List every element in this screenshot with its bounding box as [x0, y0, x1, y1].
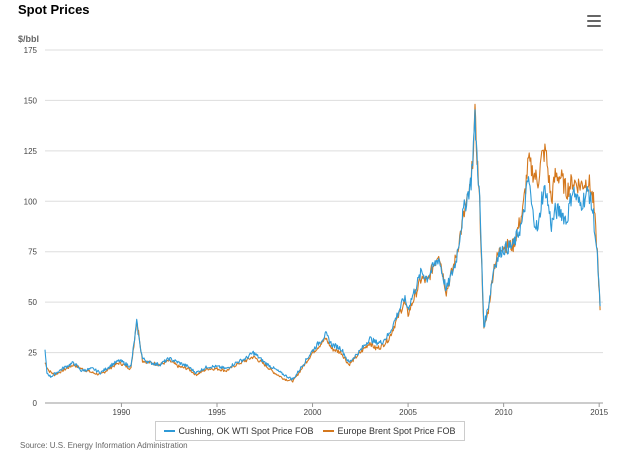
y-tick-label: 75	[28, 248, 37, 257]
y-tick-label: 175	[24, 46, 38, 55]
chart-title: Spot Prices	[18, 2, 90, 17]
legend-swatch-wti	[164, 430, 176, 432]
legend-swatch-brent	[323, 430, 335, 432]
y-axis-unit-label: $/bbl	[18, 34, 40, 44]
grid-lines	[45, 49, 603, 404]
series-lines	[44, 103, 601, 383]
legend: Cushing, OK WTI Spot Price FOB Europe Br…	[155, 421, 465, 441]
y-tick-label: 0	[33, 399, 38, 408]
x-tick-label: 1995	[208, 408, 226, 417]
legend-item-wti[interactable]: Cushing, OK WTI Spot Price FOB	[164, 426, 313, 436]
y-tick-label: 150	[24, 96, 38, 105]
legend-item-brent[interactable]: Europe Brent Spot Price FOB	[323, 426, 456, 436]
x-tick-label: 1990	[113, 408, 131, 417]
y-tick-label: 25	[28, 349, 37, 358]
x-tick-label: 2005	[399, 408, 417, 417]
y-tick-label: 100	[24, 197, 38, 206]
y-axis-ticks: 0 25 50 75 100 125 150 175	[24, 46, 38, 408]
legend-label-brent: Europe Brent Spot Price FOB	[337, 426, 456, 436]
hamburger-menu-icon[interactable]	[587, 15, 601, 27]
x-tick-label: 2010	[495, 408, 513, 417]
legend-label-wti: Cushing, OK WTI Spot Price FOB	[178, 426, 314, 436]
y-tick-label: 50	[28, 298, 37, 307]
y-tick-label: 125	[24, 147, 38, 156]
series-line-wti[interactable]	[44, 109, 601, 381]
x-tick-label: 2015	[590, 408, 608, 417]
x-tick-label: 2000	[304, 408, 322, 417]
source-note: Source: U.S. Energy Information Administ…	[20, 441, 188, 450]
x-axis-ticks: 1990 1995 2000 2005 2010 2015	[113, 403, 609, 417]
